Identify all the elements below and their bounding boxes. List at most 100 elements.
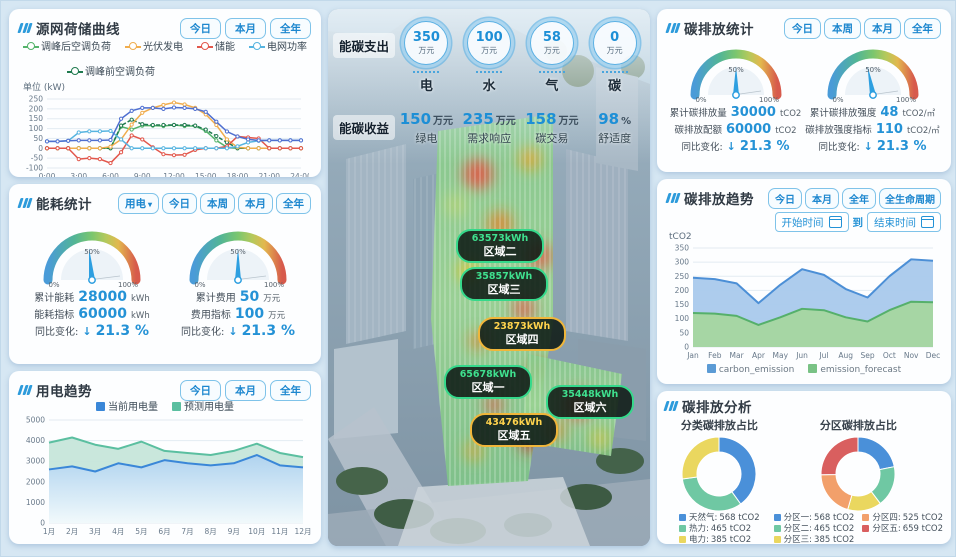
btn-month[interactable]: 本月 xyxy=(864,17,901,39)
line-marker-icon xyxy=(125,42,141,51)
donut-chart xyxy=(820,436,896,512)
btn-month[interactable]: 本月 xyxy=(225,17,266,39)
income-row-label: 能碳收益 xyxy=(333,115,396,140)
svg-text:4000: 4000 xyxy=(26,436,45,445)
line-marker-icon xyxy=(197,42,213,51)
svg-text:50%: 50% xyxy=(84,248,100,256)
svg-text:0:00: 0:00 xyxy=(39,172,56,177)
donut-category-block: 分类碳排放占比 天然气: 568 tCO2 热力: 465 tCO2 电力: 385 … xyxy=(665,416,774,544)
chevron-down-icon: ▾ xyxy=(147,199,152,209)
svg-text:50: 50 xyxy=(679,328,689,337)
btn-today[interactable]: 今日 xyxy=(768,187,802,209)
svg-text:18:00: 18:00 xyxy=(227,172,249,177)
btn-month[interactable]: 本月 xyxy=(225,379,266,401)
line-marker-icon xyxy=(67,67,83,76)
panel-carbon-analysis: 碳排放分析 分类碳排放占比 天然气: 568 tCO2 热力: 465 tCO2 电… xyxy=(657,391,951,544)
btn-week[interactable]: 本周 xyxy=(824,17,861,39)
svg-text:15:00: 15:00 xyxy=(195,172,217,177)
svg-text:12月: 12月 xyxy=(294,527,311,536)
panel-energy-stats: 能耗统计 用电 ▾ 今日 本周 本月 全年 0% 50% 100% 累计能耗 28000… xyxy=(9,184,321,364)
svg-text:150: 150 xyxy=(29,114,44,123)
legend-item: 调峰前空调负荷 xyxy=(19,66,311,79)
donut-legend: 天然气: 568 tCO2 热力: 465 tCO2 电力: 385 tCO2 xyxy=(678,513,760,544)
panel-carbon-trend: 碳排放趋势 今日 本月 全年 全生命周期 开始时间 到 结束时间 tCO2 0 5… xyxy=(657,179,951,384)
panel-bars-icon xyxy=(17,385,33,395)
svg-text:50%: 50% xyxy=(230,248,246,256)
svg-text:21:00: 21:00 xyxy=(258,172,280,177)
chart-subtitle: 分类碳排放占比 xyxy=(680,419,758,432)
svg-text:8月: 8月 xyxy=(204,527,216,536)
start-date-input[interactable]: 开始时间 xyxy=(774,212,849,232)
svg-text:1000: 1000 xyxy=(26,498,45,507)
svg-text:3:00: 3:00 xyxy=(70,172,87,177)
btn-today[interactable]: 今日 xyxy=(180,379,221,401)
line-marker-icon xyxy=(249,42,265,51)
gauge-carbon-intensity: 0% 50% 100% 累计碳排放强度 48 tCO2/㎡ 碳排放强度指标 110 tCO2… xyxy=(804,41,941,155)
energy-type-dropdown[interactable]: 用电 ▾ xyxy=(117,192,159,214)
building-heatmap-view: 能碳支出 350 万元 电 100 万元 水 58 万元 气 0 万元 碳 xyxy=(328,9,650,546)
legend-item: 电网功率 xyxy=(249,41,307,54)
svg-text:-100: -100 xyxy=(26,164,43,173)
btn-year[interactable]: 全年 xyxy=(270,379,311,401)
zone-label-1[interactable]: 65678kWh 区域一 xyxy=(444,365,532,399)
btn-year[interactable]: 全年 xyxy=(904,17,941,39)
svg-text:50: 50 xyxy=(33,134,43,143)
panel-bars-icon xyxy=(17,198,33,208)
btn-today[interactable]: 今日 xyxy=(180,17,221,39)
svg-text:9:00: 9:00 xyxy=(134,172,151,177)
btn-today[interactable]: 今日 xyxy=(784,17,821,39)
y-axis-unit-label: 单位 (kW) xyxy=(23,83,65,93)
zone-label-6[interactable]: 35448kWh 区域六 xyxy=(546,385,634,419)
carbon-trend-chart: 0 50 100 150 200 250 300 350 Jan Feb Mar Apr May Jun J… xyxy=(675,244,941,361)
panel-bars-icon xyxy=(663,401,679,411)
svg-text:6:00: 6:00 xyxy=(102,172,119,177)
stat-circle: 0 万元 xyxy=(592,21,637,65)
zone-label-2[interactable]: 63573kWh 区域二 xyxy=(456,229,544,263)
btn-year[interactable]: 全年 xyxy=(270,17,311,39)
svg-text:Nov: Nov xyxy=(904,351,919,360)
income-item-comfort: 98% 舒适度 xyxy=(598,110,632,146)
svg-text:5000: 5000 xyxy=(26,416,45,425)
legend-item: emission_forecast xyxy=(808,364,901,377)
panel-grid-curve: 源网荷储曲线 今日 本月 全年 调峰后空调负荷 光伏发电 储能 电网功率 调峰前… xyxy=(9,9,321,177)
energy-carbon-expense-row: 能碳支出 350 万元 电 100 万元 水 58 万元 气 0 万元 碳 xyxy=(328,21,646,94)
btn-week[interactable]: 本周 xyxy=(200,192,235,214)
end-date-input[interactable]: 结束时间 xyxy=(867,212,941,232)
down-arrow-icon: ↓ xyxy=(228,325,238,338)
btn-lifecycle[interactable]: 全生命周期 xyxy=(879,187,941,209)
zone-label-3[interactable]: 35857kWh 区域三 xyxy=(460,267,548,301)
calendar-icon xyxy=(921,216,934,228)
svg-text:0: 0 xyxy=(40,519,45,528)
dotted-arc-icon xyxy=(601,67,628,73)
svg-text:350: 350 xyxy=(675,244,690,253)
y-axis-unit-label: tCO2 xyxy=(669,232,692,242)
down-arrow-icon: ↓ xyxy=(82,325,92,338)
legend-item: 光伏发电 xyxy=(125,41,183,54)
svg-text:1月: 1月 xyxy=(43,527,55,536)
svg-text:Sep: Sep xyxy=(860,351,874,360)
zone-label-5[interactable]: 43476kWh 区域五 xyxy=(470,413,558,447)
btn-year[interactable]: 全年 xyxy=(842,187,876,209)
svg-text:10月: 10月 xyxy=(248,527,265,536)
donut-zone-block: 分区碳排放占比 分区一: 568 tCO2 分区二: 465 tCO2 分区三: 38… xyxy=(773,416,943,544)
legend-item: 当前用电量 xyxy=(96,401,158,414)
btn-today[interactable]: 今日 xyxy=(162,192,197,214)
zone-label-4[interactable]: 23873kWh 区域四 xyxy=(478,317,566,351)
panel-bars-icon xyxy=(17,23,33,33)
svg-text:Apr: Apr xyxy=(752,351,766,360)
svg-text:0: 0 xyxy=(38,144,43,153)
btn-month[interactable]: 本月 xyxy=(238,192,273,214)
grid-curve-legend: 调峰后空调负荷 光伏发电 储能 电网功率 调峰前空调负荷 xyxy=(19,41,311,79)
btn-year[interactable]: 全年 xyxy=(276,192,311,214)
dotted-arc-icon xyxy=(413,67,440,73)
svg-text:200: 200 xyxy=(29,104,44,113)
stat-circle: 350 万元 xyxy=(404,21,449,65)
dotted-arc-icon xyxy=(476,67,503,73)
svg-text:7月: 7月 xyxy=(181,527,193,536)
panel-bars-icon xyxy=(665,23,681,33)
gauge-chart: 0% 50% 100% xyxy=(189,231,287,289)
square-marker-icon xyxy=(678,536,686,543)
square-marker-icon xyxy=(773,525,781,532)
btn-month[interactable]: 本月 xyxy=(805,187,839,209)
